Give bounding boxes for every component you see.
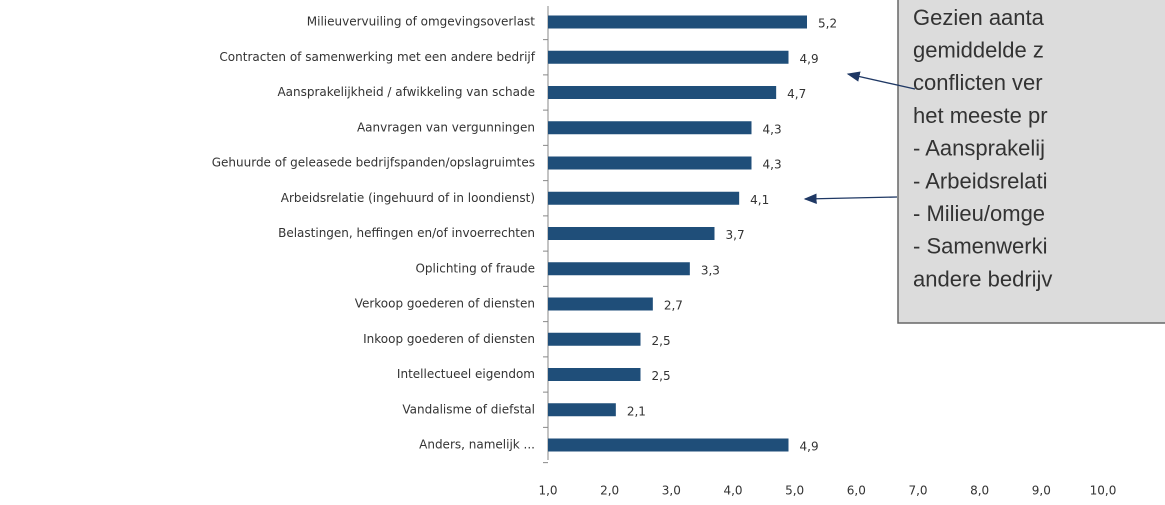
- y-tick-label: Milieuvervuiling of omgevingsoverlast: [307, 15, 536, 29]
- value-label: 4,9: [800, 440, 819, 454]
- y-tick-label: Gehuurde of geleasede bedrijfspanden/ops…: [212, 156, 535, 170]
- bar: [548, 368, 641, 381]
- value-label: 3,7: [726, 228, 745, 242]
- y-tick-label: Arbeidsrelatie (ingehuurd of in loondien…: [281, 191, 535, 205]
- value-label: 4,9: [800, 52, 819, 66]
- bar: [548, 121, 752, 135]
- x-tick-label: 8,0: [970, 484, 989, 498]
- y-tick-label: Inkoop goederen of diensten: [363, 332, 535, 346]
- value-label: 2,7: [664, 299, 683, 313]
- bar: [548, 262, 690, 276]
- x-tick-label: 7,0: [908, 484, 927, 498]
- bar: [548, 332, 641, 346]
- y-tick-label: Vandalisme of diefstal: [402, 402, 535, 416]
- bar: [548, 50, 789, 64]
- annotation-line: - Samenwerki: [913, 234, 1047, 259]
- x-tick-label: 3,0: [662, 484, 681, 498]
- value-label: 4,3: [763, 158, 782, 172]
- annotation-line: andere bedrijv: [913, 266, 1052, 291]
- x-tick-label: 10,0: [1090, 484, 1117, 498]
- y-tick-label: Aanvragen van vergunningen: [357, 120, 535, 134]
- bar: [548, 15, 807, 29]
- annotation-line: het meeste pr: [913, 103, 1048, 128]
- value-label: 2,5: [652, 334, 671, 348]
- y-tick-label: Contracten of samenwerking met een ander…: [219, 50, 535, 64]
- bar: [548, 297, 653, 311]
- x-tick-label: 5,0: [785, 484, 804, 498]
- x-tick-label: 4,0: [723, 484, 742, 498]
- bar: [548, 156, 752, 170]
- y-tick-label: Oplichting of fraude: [415, 261, 535, 275]
- x-tick-label: 2,0: [600, 484, 619, 498]
- x-tick-label: 1,0: [538, 484, 557, 498]
- value-label: 5,2: [818, 17, 837, 31]
- annotation-line: Gezien aanta: [913, 5, 1045, 30]
- value-label: 2,1: [627, 404, 646, 418]
- x-tick-label: 6,0: [847, 484, 866, 498]
- y-tick-label: Belastingen, heffingen en/of invoerrecht…: [278, 226, 535, 240]
- annotation-box: [897, 0, 1165, 324]
- bar: [548, 438, 789, 452]
- arrow: [846, 71, 916, 90]
- bar: [548, 86, 777, 99]
- value-label: 2,5: [652, 369, 671, 383]
- y-tick-label: Anders, namelijk ...: [419, 438, 535, 452]
- bar: [548, 403, 616, 417]
- y-tick-label: Verkoop goederen of diensten: [355, 297, 535, 311]
- y-tick-label: Aansprakelijkheid / afwikkeling van scha…: [277, 85, 535, 99]
- annotation-line: conflicten ver: [913, 70, 1043, 95]
- arrow: [803, 193, 898, 204]
- x-tick-label: 9,0: [1032, 484, 1051, 498]
- annotation-line: - Arbeidsrelati: [913, 168, 1048, 193]
- bar: [548, 191, 740, 205]
- annotation-line: gemiddelde z: [913, 38, 1044, 63]
- annotation-line: - Aansprakelij: [913, 136, 1045, 161]
- y-tick-label: Intellectueel eigendom: [397, 367, 535, 381]
- value-label: 4,3: [763, 122, 782, 136]
- value-label: 3,3: [701, 263, 720, 277]
- value-label: 4,1: [750, 193, 769, 207]
- bar: [548, 227, 715, 240]
- annotation-line: - Milieu/omge: [913, 201, 1045, 226]
- value-label: 4,7: [787, 87, 806, 101]
